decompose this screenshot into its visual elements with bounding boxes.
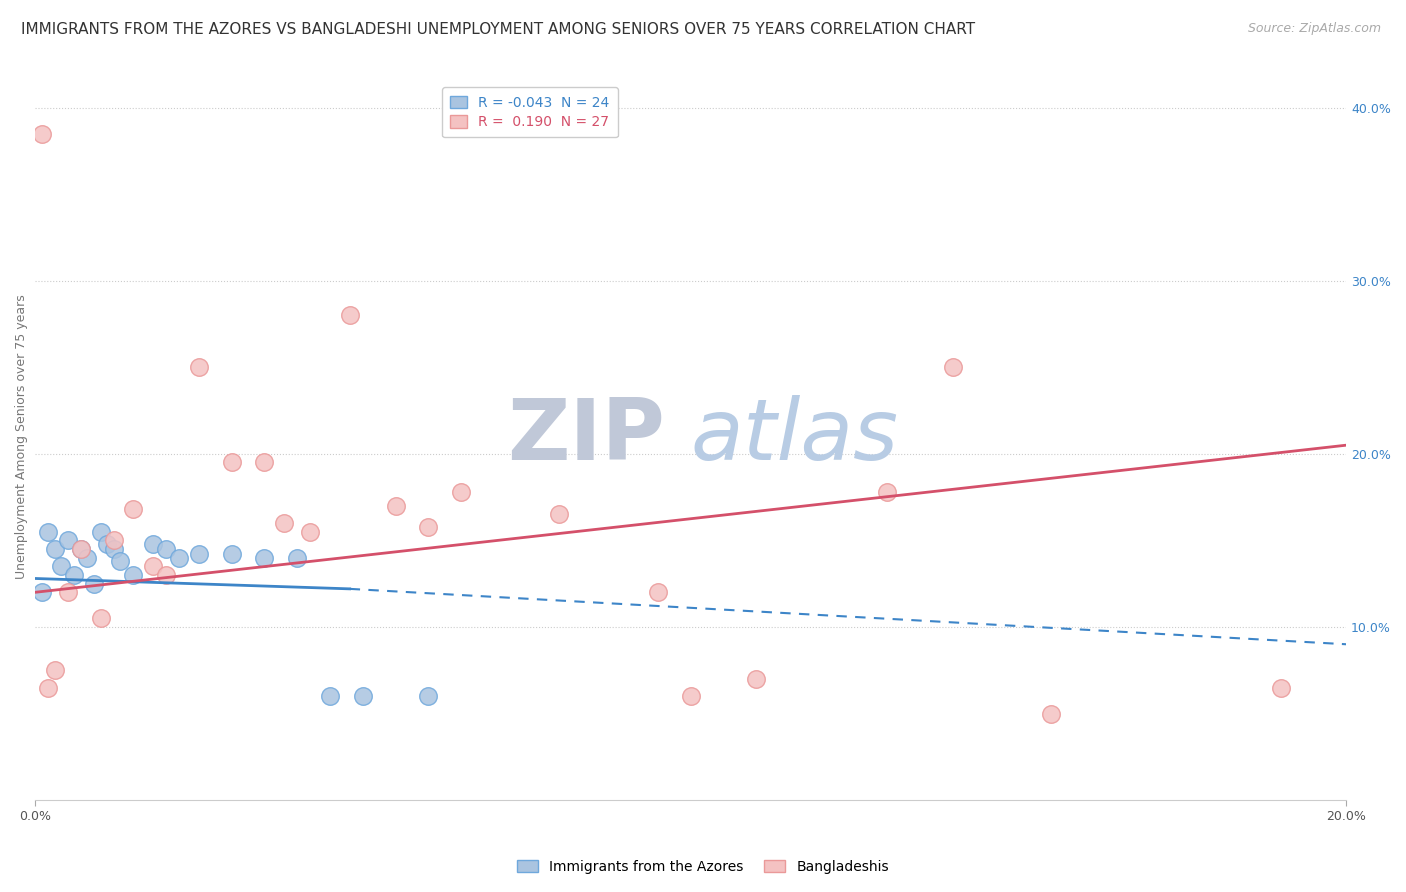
Point [122,568,145,582]
Point [339,309,361,323]
Point [56,585,79,599]
Point [69,542,91,557]
Point [103,533,125,548]
Point [450,484,472,499]
Text: IMMIGRANTS FROM THE AZORES VS BANGLADESHI UNEMPLOYMENT AMONG SENIORS OVER 75 YEA: IMMIGRANTS FROM THE AZORES VS BANGLADESH… [21,22,976,37]
Point [44,542,66,557]
Point [155,568,177,582]
Point [418,689,440,703]
Point [187,547,209,561]
Point [44,663,66,677]
Point [285,550,308,565]
Point [942,360,965,375]
Point [83,576,105,591]
Point [31,127,53,141]
Point [37,681,59,695]
Text: Source: ZipAtlas.com: Source: ZipAtlas.com [1247,22,1381,36]
Point [418,519,440,533]
Point [679,689,702,703]
Point [745,672,768,686]
Text: atlas: atlas [690,395,898,478]
Point [352,689,374,703]
Point [31,585,53,599]
Point [253,550,276,565]
Point [142,537,165,551]
Point [89,611,111,625]
Point [273,516,295,530]
Point [384,499,406,513]
Point [76,550,98,565]
Point [89,524,111,539]
Legend: R = -0.043  N = 24, R =  0.190  N = 27: R = -0.043 N = 24, R = 0.190 N = 27 [441,87,617,137]
Point [103,542,125,557]
Point [1040,706,1063,721]
Point [37,524,59,539]
Point [221,455,243,469]
Point [187,360,209,375]
Point [142,559,165,574]
Point [63,568,86,582]
Point [56,533,79,548]
Point [253,455,276,469]
Point [155,542,177,557]
Point [167,550,190,565]
Text: ZIP: ZIP [506,395,665,478]
Y-axis label: Unemployment Among Seniors over 75 years: Unemployment Among Seniors over 75 years [15,294,28,579]
Point [876,484,898,499]
Point [122,502,145,516]
Point [548,508,571,522]
Point [96,537,118,551]
Point [51,559,73,574]
Point [319,689,342,703]
Point [108,554,131,568]
Point [1270,681,1292,695]
Point [647,585,669,599]
Point [69,542,91,557]
Legend: Immigrants from the Azores, Bangladeshis: Immigrants from the Azores, Bangladeshis [510,853,896,880]
Point [299,524,322,539]
Point [221,547,243,561]
